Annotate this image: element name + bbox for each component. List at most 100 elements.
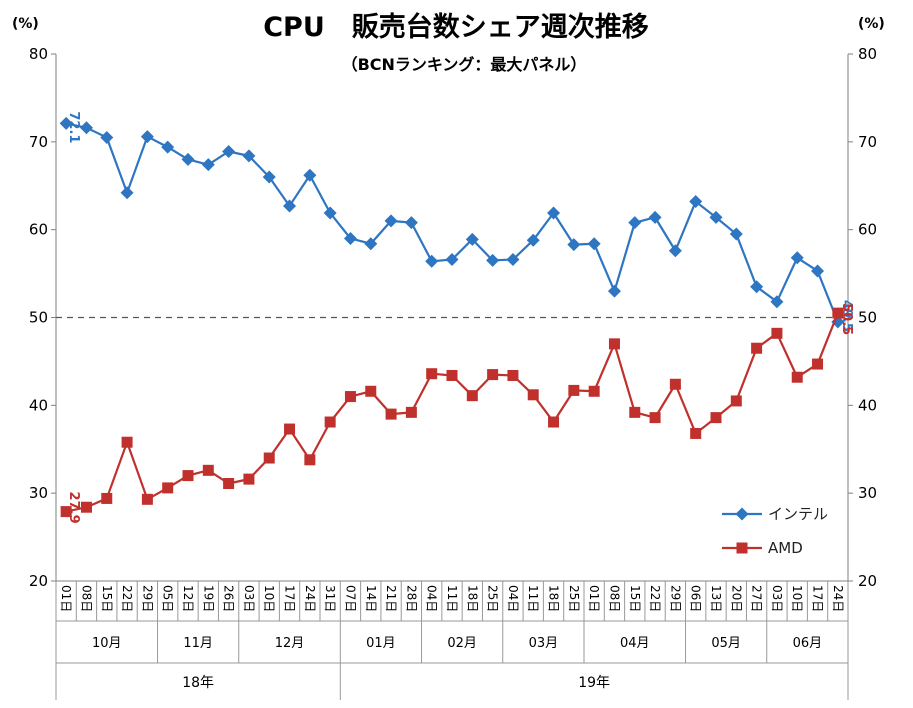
data-point-amd [324,416,336,428]
x-tick-label: 01日 [587,585,601,612]
x-tick-label: 22日 [120,585,134,612]
x-tick-label: 21日 [384,585,398,612]
y-tick-label-right: 60 [858,221,877,239]
y-tick-label-right: 30 [858,484,877,502]
data-point-intel [628,216,642,230]
series-intel: 72.149.5 [59,111,854,332]
data-point-amd [527,389,539,401]
data-point-intel [425,254,439,268]
x-tick-label: 03日 [242,585,256,612]
chart-subtitle: （BCNランキング：最大パネル） [342,55,587,74]
month-label: 03月 [529,636,559,651]
data-point-amd [141,493,153,505]
data-point-intel [587,237,601,251]
data-point-amd [710,412,722,424]
legend-item-amd: AMD [722,539,803,557]
data-point-intel [567,238,581,252]
data-point-intel [100,130,114,144]
data-point-intel [486,253,500,267]
x-tick-label: 10日 [790,585,804,612]
x-tick-label: 26日 [222,585,236,612]
data-point-amd [182,470,194,482]
x-tick-label: 14日 [364,585,378,612]
data-point-amd [101,492,113,504]
y-tick-label-left: 50 [29,309,48,327]
data-point-intel [668,244,682,258]
y-unit-right: (%) [858,16,885,32]
data-point-intel [445,253,459,267]
x-tick-label: 13日 [709,585,723,612]
x-tick-label: 29日 [668,585,682,612]
data-point-intel [242,149,256,163]
data-point-amd [690,427,702,439]
data-point-amd [405,406,417,418]
x-tick-label: 01日 [59,585,73,612]
data-point-intel [140,130,154,144]
data-point-amd [466,390,478,402]
y-tick-label-right: 40 [858,396,877,414]
month-label: 05月 [711,636,741,651]
data-point-intel [364,237,378,251]
data-point-amd [162,482,174,494]
data-point-intel [303,168,317,182]
data-point-intel [811,264,825,278]
data-point-amd [751,342,763,354]
x-tick-label: 18日 [547,585,561,612]
month-label: 06月 [793,636,823,651]
data-point-intel [729,227,743,241]
x-tick-label: 04日 [425,585,439,612]
year-label: 19年 [578,675,610,691]
data-point-amd [80,501,92,513]
y-unit-left: (%) [12,16,39,32]
data-point-amd [812,358,824,370]
data-point-intel [689,195,703,209]
x-tick-label: 05日 [161,585,175,612]
data-point-intel [750,280,764,294]
data-point-intel [709,210,723,224]
data-point-intel [201,158,215,172]
x-tick-label: 17日 [283,585,297,612]
data-point-amd [284,423,296,435]
data-point-intel [120,186,134,200]
data-point-intel [59,116,73,130]
data-point-amd [202,464,214,476]
y-tick-label-left: 70 [29,133,48,151]
data-label-amd: 50.5 [839,303,854,335]
data-point-intel [161,140,175,154]
data-label-amd: 27.9 [66,492,81,524]
legend-label-amd: AMD [768,539,803,557]
data-point-intel [384,214,398,228]
x-tick-label: 08日 [79,585,93,612]
data-point-amd [121,436,133,448]
y-tick-label-left: 30 [29,484,48,502]
data-label-intel: 72.1 [66,111,81,143]
data-point-amd [649,412,661,424]
data-point-amd [771,327,783,339]
data-point-amd [588,385,600,397]
data-point-intel [323,206,337,220]
data-point-intel [648,210,662,224]
x-tick-label: 19日 [201,585,215,612]
data-point-amd [629,406,641,418]
x-tick-label: 24日 [831,585,845,612]
x-tick-label: 11日 [445,585,459,612]
x-tick-label: 04日 [506,585,520,612]
month-label: 12月 [275,636,305,651]
data-point-amd [487,369,499,381]
x-tick-label: 11日 [526,585,540,612]
legend-label-intel: インテル [768,505,828,523]
x-tick-label: 15日 [628,585,642,612]
data-point-amd [608,338,620,350]
x-tick-label: 07日 [343,585,357,612]
y-tick-label-right: 50 [858,309,877,327]
data-point-amd [344,391,356,403]
x-tick-label: 22日 [648,585,662,612]
legend-marker-intel [735,507,749,521]
x-tick-label: 20日 [729,585,743,612]
year-label: 18年 [182,675,214,691]
data-point-amd [791,371,803,383]
data-point-amd [568,384,580,396]
x-tick-label: 17日 [811,585,825,612]
x-tick-label: 12日 [181,585,195,612]
x-tick-label: 31日 [323,585,337,612]
